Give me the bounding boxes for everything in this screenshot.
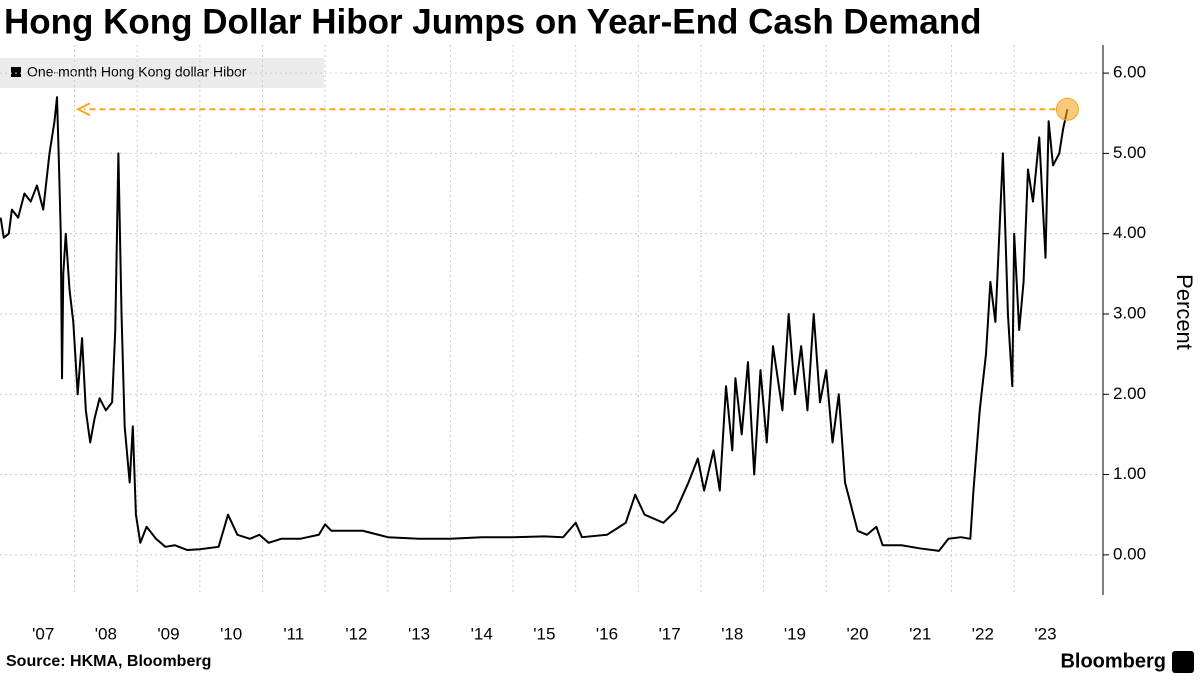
x-tick-label: '09 — [157, 624, 179, 643]
brand-icon — [1172, 651, 1194, 673]
x-tick-label: '18 — [721, 624, 743, 643]
x-tick-label: '11 — [283, 624, 304, 643]
chart-title: Hong Kong Dollar Hibor Jumps on Year-End… — [4, 2, 982, 41]
y-tick-label: 6.00 — [1113, 63, 1146, 82]
line — [0, 96, 1069, 552]
y-tick-label: 1.00 — [1113, 464, 1146, 483]
x-tick-label: '10 — [220, 624, 242, 643]
y-axis-title: Percent — [1172, 274, 1197, 350]
y-tick-label: 2.00 — [1113, 384, 1146, 403]
arrow-head — [75, 102, 91, 117]
x-tick-label: '19 — [784, 624, 806, 643]
y-tick-label: 0.00 — [1113, 544, 1146, 563]
y-tick-label: 3.00 — [1113, 303, 1146, 322]
x-tick-label: '15 — [533, 624, 555, 643]
x-tick-label: '12 — [345, 624, 367, 643]
highlight-point — [1055, 97, 1079, 121]
x-tick-label: '07 — [32, 624, 54, 643]
x-tick-label: '17 — [659, 624, 681, 643]
x-tick-label: '08 — [95, 624, 117, 643]
y-tick-label: 4.00 — [1113, 223, 1146, 242]
x-tick-label: '23 — [1034, 624, 1056, 643]
brand: Bloomberg — [1060, 650, 1166, 672]
x-tick-label: '22 — [972, 624, 994, 643]
y-tick-label: 5.00 — [1113, 143, 1146, 162]
x-tick-label: '13 — [408, 624, 430, 643]
x-tick-label: '14 — [471, 624, 493, 643]
x-tick-label: '21 — [909, 624, 931, 643]
x-tick-label: '20 — [846, 624, 868, 643]
x-tick-label: '16 — [596, 624, 618, 643]
source: Source: HKMA, Bloomberg — [6, 653, 211, 670]
legend-swatch — [11, 67, 21, 77]
